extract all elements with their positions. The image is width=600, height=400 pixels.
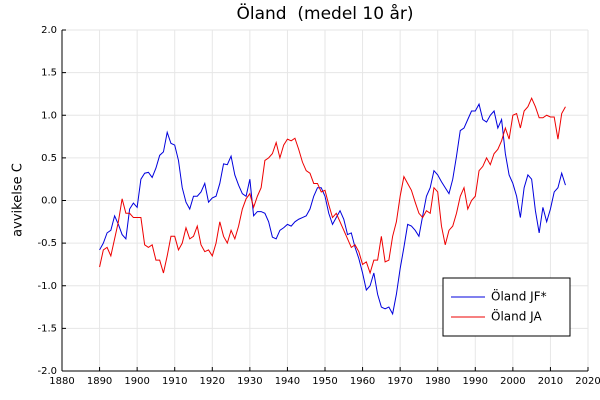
x-tick-label: 2010	[538, 376, 563, 387]
x-tick-label: 1930	[237, 376, 262, 387]
x-tick-label: 1910	[162, 376, 187, 387]
legend-label: Öland JF*	[491, 288, 547, 304]
x-tick-label: 1880	[49, 376, 74, 387]
y-tick-label: 2.0	[41, 25, 57, 36]
y-tick-label: -1.5	[37, 323, 57, 334]
x-tick-label: 1940	[275, 376, 300, 387]
y-axis-label: avvikelse C	[11, 163, 26, 237]
x-tick-label: 1970	[387, 376, 412, 387]
y-tick-label: -1.0	[37, 281, 57, 292]
y-tick-label: 0.0	[41, 196, 57, 207]
chart-title: Öland (medel 10 år)	[237, 2, 414, 24]
x-tick-label: 1900	[124, 376, 149, 387]
legend-box	[442, 277, 571, 337]
x-tick-label: 1960	[350, 376, 375, 387]
x-tick-label: 1980	[425, 376, 450, 387]
y-tick-label: -2.0	[37, 366, 57, 377]
x-tick-label: 2000	[500, 376, 525, 387]
y-tick-label: 1.0	[41, 110, 57, 121]
y-tick-label: -0.5	[37, 238, 57, 249]
x-tick-label: 1890	[87, 376, 112, 387]
line-series	[99, 96, 566, 275]
legend-label: Öland JA	[491, 308, 542, 324]
x-tick-label: 1990	[463, 376, 488, 387]
y-tick-label: 0.5	[41, 153, 57, 164]
line-series	[99, 102, 566, 316]
y-tick-label: 1.5	[41, 68, 57, 79]
x-tick-label: 2020	[575, 376, 600, 387]
x-tick-label: 1920	[200, 376, 225, 387]
x-tick-label: 1950	[312, 376, 337, 387]
